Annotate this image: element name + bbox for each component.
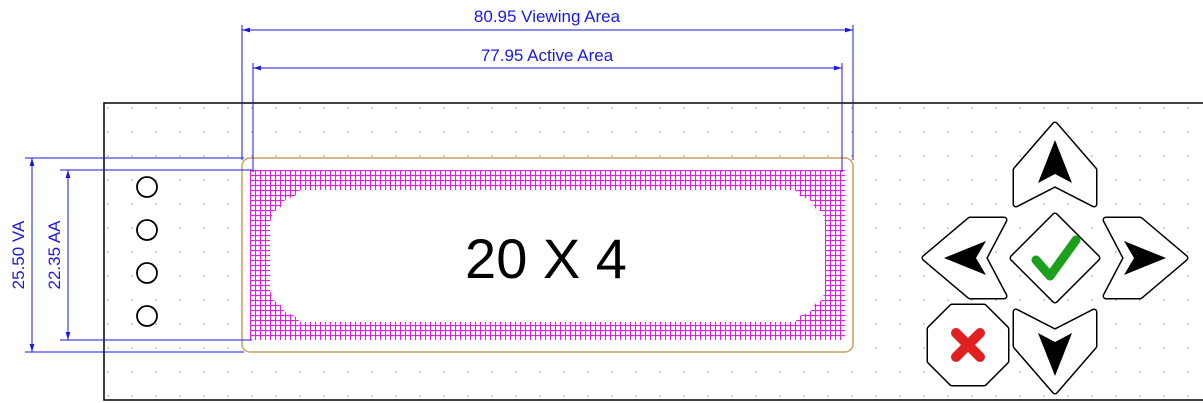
dimension-label: 77.95 Active Area	[481, 46, 614, 65]
drawing: 20 X 4 80.95 Viewing Area 77.95 Active A…	[0, 0, 1203, 403]
dimension-label: 25.50 VA	[9, 220, 28, 289]
button-cancel	[930, 307, 1006, 383]
dimension-label: 80.95 Viewing Area	[474, 7, 621, 26]
display-label: 20 X 4	[465, 227, 627, 290]
led	[137, 220, 157, 240]
led	[137, 306, 157, 326]
led	[137, 177, 157, 197]
dimension-label: 22.35 AA	[45, 220, 64, 290]
page: 20 X 4 80.95 Viewing Area 77.95 Active A…	[0, 0, 1203, 403]
led	[137, 263, 157, 283]
